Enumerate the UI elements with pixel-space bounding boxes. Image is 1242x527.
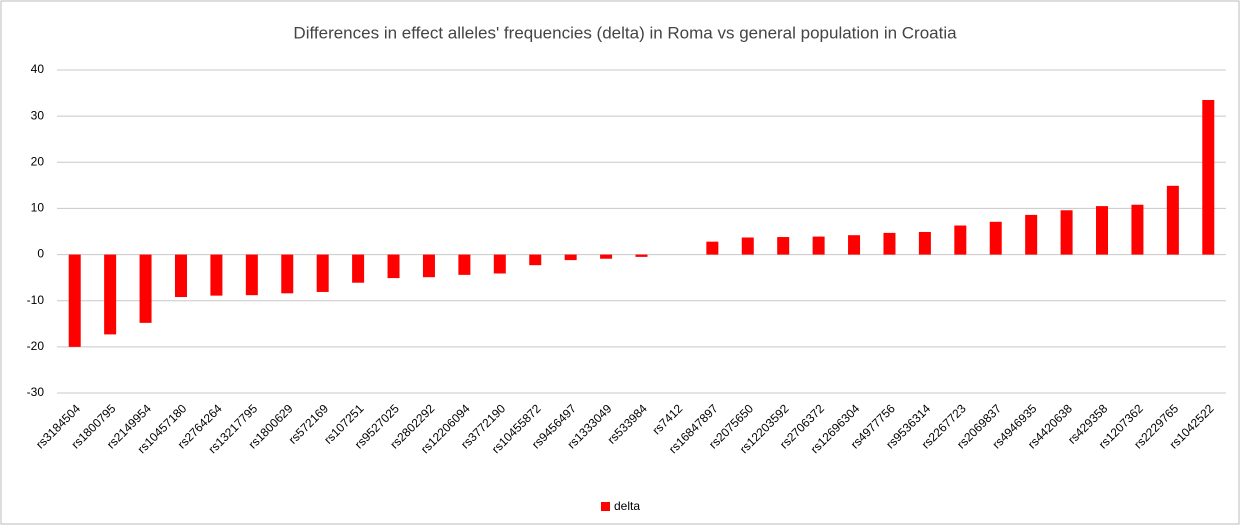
bar	[281, 254, 294, 294]
y-tick-label: 40	[31, 62, 45, 76]
y-tick-label: -20	[27, 339, 45, 353]
bar	[741, 237, 754, 255]
bar	[1131, 204, 1144, 255]
bar	[883, 232, 896, 255]
y-tick-label: 20	[31, 154, 45, 168]
y-tick-label: 10	[31, 201, 45, 215]
bar	[139, 254, 152, 323]
bar	[600, 254, 613, 259]
bar	[1025, 214, 1038, 255]
bar	[918, 231, 931, 255]
y-tick-label: -30	[27, 385, 45, 399]
bar	[458, 254, 471, 275]
bar	[422, 254, 435, 278]
bar	[706, 241, 719, 255]
chart-title: Differences in effect alleles' frequenci…	[293, 23, 957, 42]
bar	[564, 254, 577, 261]
bar	[493, 254, 506, 274]
legend-label: delta	[614, 499, 640, 513]
bar	[989, 221, 1002, 255]
bar	[777, 237, 790, 255]
legend-swatch	[601, 502, 610, 511]
y-tick-label: 0	[37, 247, 44, 261]
bar	[68, 254, 81, 347]
bar	[954, 225, 967, 255]
y-tick-label: 30	[31, 108, 45, 122]
bar	[635, 254, 648, 257]
bar	[1202, 99, 1215, 255]
bar	[104, 254, 117, 335]
y-tick-label: -10	[27, 293, 45, 307]
bar	[1166, 185, 1179, 255]
bar	[352, 254, 365, 283]
bar	[529, 254, 542, 266]
bar	[387, 254, 400, 279]
bar	[812, 236, 825, 255]
bar	[174, 254, 187, 298]
bar	[245, 254, 258, 296]
bar	[1096, 206, 1109, 255]
bar	[316, 254, 329, 292]
bar	[848, 235, 861, 255]
bar	[210, 254, 223, 296]
bar	[1060, 210, 1073, 255]
